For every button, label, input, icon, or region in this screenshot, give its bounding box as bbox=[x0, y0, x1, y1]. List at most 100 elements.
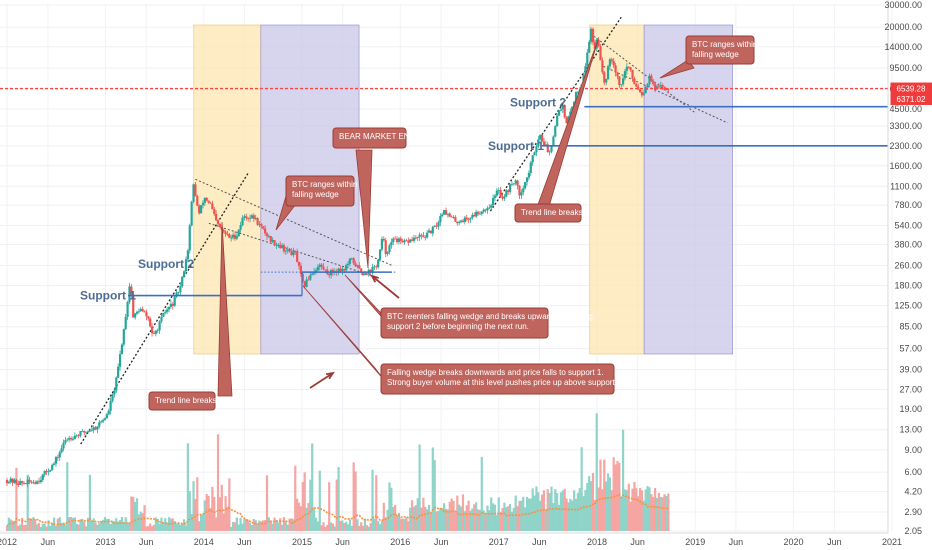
candle-body[interactable] bbox=[216, 220, 220, 224]
candle-body[interactable] bbox=[297, 261, 301, 266]
candle-body[interactable] bbox=[354, 263, 357, 267]
candle-body[interactable] bbox=[36, 481, 39, 484]
candle-body[interactable] bbox=[88, 430, 92, 432]
candle-body[interactable] bbox=[352, 258, 355, 264]
candle-body[interactable] bbox=[71, 439, 75, 440]
candle-body[interactable] bbox=[9, 478, 12, 483]
candle-body[interactable] bbox=[256, 217, 259, 225]
candle-body[interactable] bbox=[337, 268, 340, 273]
price-axis[interactable]: 30000.0020000.0014000.009500.006500.0045… bbox=[884, 0, 932, 536]
candle-body[interactable] bbox=[92, 427, 95, 431]
candle-body[interactable] bbox=[552, 136, 555, 146]
candle-body[interactable] bbox=[98, 422, 101, 427]
candle-body[interactable] bbox=[497, 190, 500, 191]
candle-body[interactable] bbox=[69, 438, 73, 440]
candle-body[interactable] bbox=[469, 217, 472, 220]
candle-body[interactable] bbox=[563, 105, 566, 118]
candle-body[interactable] bbox=[203, 197, 206, 203]
candle-body[interactable] bbox=[5, 479, 9, 484]
candle-body[interactable] bbox=[567, 116, 570, 124]
candle-body[interactable] bbox=[73, 435, 76, 440]
candle-body[interactable] bbox=[557, 110, 561, 116]
candle-body[interactable] bbox=[410, 239, 414, 241]
candle-body[interactable] bbox=[490, 205, 493, 208]
candle-body[interactable] bbox=[586, 52, 589, 67]
candle-body[interactable] bbox=[473, 214, 476, 217]
candle-body[interactable] bbox=[591, 28, 595, 43]
candle-body[interactable] bbox=[34, 482, 37, 484]
candle-body[interactable] bbox=[409, 239, 412, 243]
candle-body[interactable] bbox=[652, 81, 655, 85]
candle-body[interactable] bbox=[397, 238, 400, 243]
candle-body[interactable] bbox=[661, 85, 664, 87]
candle-body[interactable] bbox=[461, 220, 465, 222]
candle-body[interactable] bbox=[154, 330, 157, 334]
candle-body[interactable] bbox=[162, 312, 165, 317]
candle-body[interactable] bbox=[209, 202, 212, 204]
candle-body[interactable] bbox=[32, 482, 35, 484]
candle-body[interactable] bbox=[60, 448, 63, 453]
candle-body[interactable] bbox=[644, 86, 647, 94]
candle-body[interactable] bbox=[650, 75, 653, 82]
candle-body[interactable] bbox=[392, 238, 395, 243]
candle-body[interactable] bbox=[542, 141, 546, 146]
candle-body[interactable] bbox=[275, 244, 278, 246]
candle-body[interactable] bbox=[28, 479, 31, 482]
candle-body[interactable] bbox=[554, 126, 557, 137]
candle-body[interactable] bbox=[416, 236, 419, 238]
candle-body[interactable] bbox=[459, 220, 463, 223]
candle-body[interactable] bbox=[139, 309, 142, 312]
candle-body[interactable] bbox=[262, 226, 265, 229]
candle-body[interactable] bbox=[394, 238, 397, 240]
candle-body[interactable] bbox=[535, 146, 538, 153]
candle-body[interactable] bbox=[11, 478, 14, 483]
candle-body[interactable] bbox=[286, 249, 289, 251]
candle-body[interactable] bbox=[559, 109, 563, 111]
candle-body[interactable] bbox=[614, 65, 617, 73]
candle-body[interactable] bbox=[439, 216, 442, 223]
candle-body[interactable] bbox=[663, 86, 666, 91]
candle-body[interactable] bbox=[499, 190, 502, 197]
candle-body[interactable] bbox=[149, 318, 152, 327]
candle-body[interactable] bbox=[141, 309, 144, 312]
candle-body[interactable] bbox=[83, 430, 86, 433]
candle-body[interactable] bbox=[518, 185, 521, 196]
candle-body[interactable] bbox=[314, 270, 318, 272]
candle-body[interactable] bbox=[493, 195, 497, 198]
candle-body[interactable] bbox=[13, 479, 16, 483]
candle-body[interactable] bbox=[147, 316, 150, 319]
candle-body[interactable] bbox=[137, 311, 140, 313]
candle-body[interactable] bbox=[608, 59, 612, 67]
candle-body[interactable] bbox=[248, 217, 252, 219]
candle-body[interactable] bbox=[181, 276, 184, 287]
candle-body[interactable] bbox=[179, 286, 182, 292]
candle-body[interactable] bbox=[437, 222, 440, 227]
candle-body[interactable] bbox=[239, 225, 242, 230]
candle-body[interactable] bbox=[463, 217, 466, 222]
candle-body[interactable] bbox=[640, 92, 644, 96]
candle-body[interactable] bbox=[556, 115, 559, 127]
candle-body[interactable] bbox=[654, 84, 657, 90]
candle-body[interactable] bbox=[465, 217, 468, 220]
candle-body[interactable] bbox=[348, 258, 352, 264]
candle-body[interactable] bbox=[414, 237, 417, 239]
candle-body[interactable] bbox=[356, 265, 359, 267]
candle-body[interactable] bbox=[450, 216, 453, 218]
candle-body[interactable] bbox=[237, 229, 240, 237]
candle-body[interactable] bbox=[589, 28, 593, 42]
candle-body[interactable] bbox=[345, 265, 348, 271]
candle-body[interactable] bbox=[467, 219, 470, 221]
candle-body[interactable] bbox=[546, 144, 549, 153]
candle-body[interactable] bbox=[593, 42, 596, 49]
candle-body[interactable] bbox=[422, 235, 425, 238]
candle-body[interactable] bbox=[318, 264, 321, 267]
candle-body[interactable] bbox=[484, 209, 487, 211]
candle-body[interactable] bbox=[86, 431, 90, 433]
candle-body[interactable] bbox=[527, 172, 531, 178]
candle-body[interactable] bbox=[525, 177, 529, 183]
candle-body[interactable] bbox=[533, 152, 536, 156]
candle-body[interactable] bbox=[371, 267, 374, 273]
candle-body[interactable] bbox=[260, 223, 263, 227]
candle-body[interactable] bbox=[665, 89, 668, 91]
